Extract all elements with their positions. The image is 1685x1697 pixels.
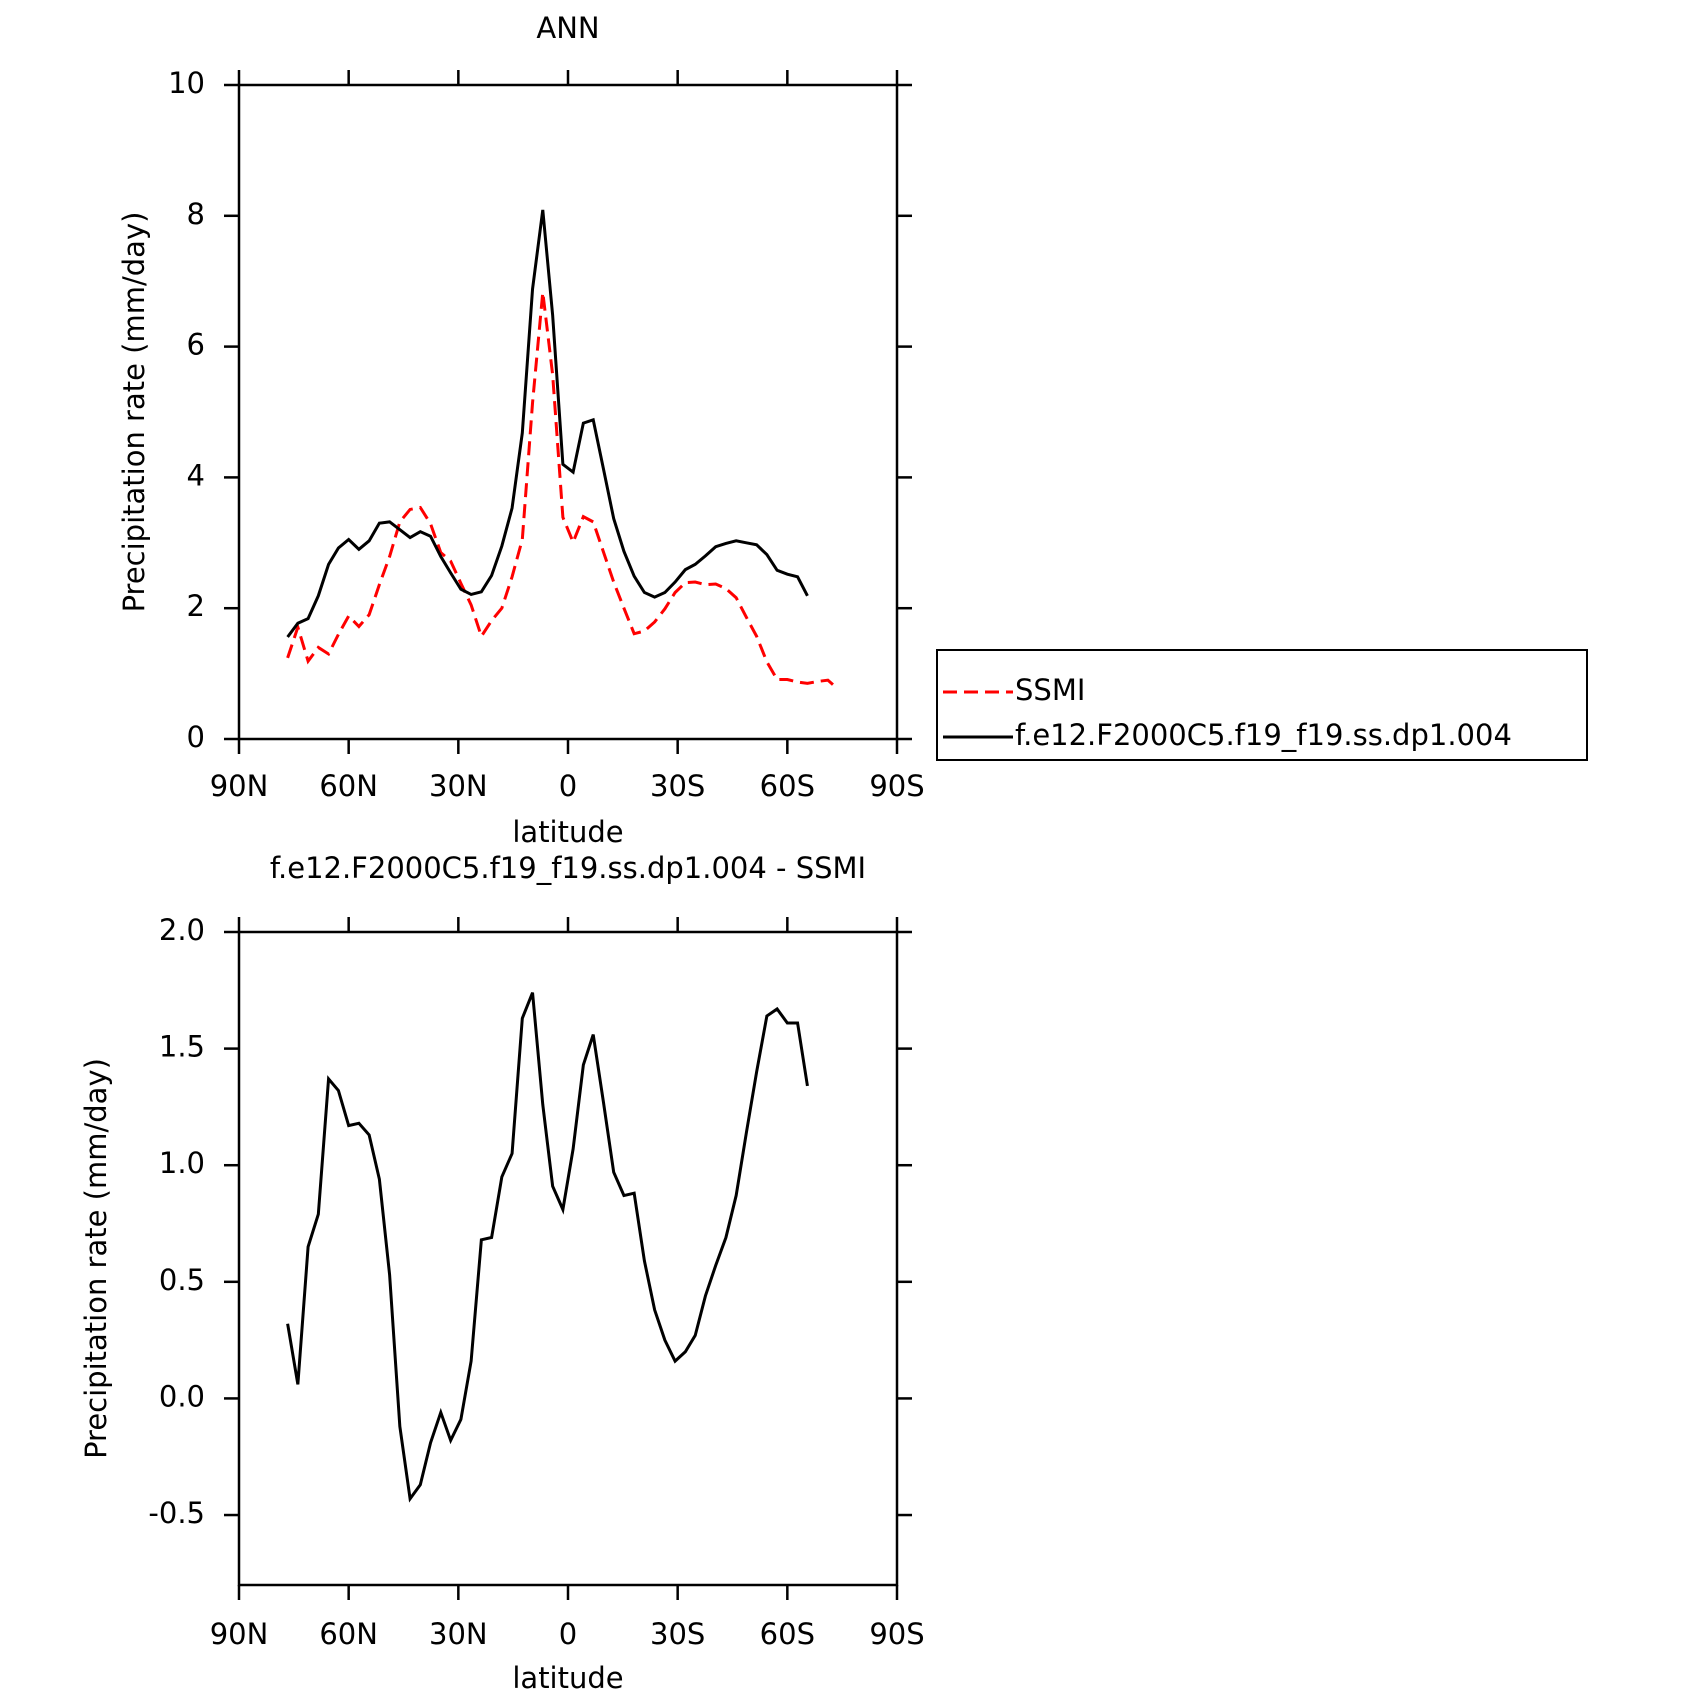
data-line [286,292,840,691]
x-tick-label: 30N [429,769,488,803]
x-axis-label: latitude [512,1661,623,1695]
x-tick-label: 90S [869,1617,924,1651]
y-tick-label: 1.0 [159,1146,205,1180]
chart-title: f.e12.F2000C5.f19_f19.ss.dp1.004 - SSMI [270,851,866,885]
legend-label: SSMI [1015,673,1085,707]
plot-frame [237,83,899,741]
x-tick-label: 60S [760,769,815,803]
y-tick-label: 8 [187,197,205,231]
legend-label: f.e12.F2000C5.f19_f19.ss.dp1.004 [1015,718,1512,752]
x-tick-label: 30S [650,769,705,803]
y-tick-label: 10 [168,66,205,100]
y-tick-label: 1.5 [159,1030,205,1064]
y-tick-label: 2 [187,589,205,623]
y-tick-label: 0.0 [159,1379,205,1413]
y-tick-label: 0.5 [159,1263,205,1297]
y-tick-label: 4 [187,458,205,492]
x-tick-label: 60N [319,769,378,803]
y-axis-label: Precipitation rate (mm/day) [79,1058,113,1459]
legend-box [936,649,1588,761]
x-tick-label: 90N [210,769,269,803]
x-axis-label: latitude [512,815,623,849]
y-tick-label: 0 [187,720,205,754]
x-tick-label: 90S [869,769,924,803]
data-line [286,992,809,1503]
x-tick-label: 30S [650,1617,705,1651]
x-tick-label: 0 [559,1617,577,1651]
x-tick-label: 0 [559,769,577,803]
x-tick-label: 90N [210,1617,269,1651]
x-tick-label: 60S [760,1617,815,1651]
x-tick-label: 30N [429,1617,488,1651]
chart-title: ANN [536,11,599,45]
y-axis-label: Precipitation rate (mm/day) [117,212,151,613]
y-tick-label: -0.5 [148,1496,205,1530]
y-tick-label: 6 [187,328,205,362]
data-line [286,209,809,638]
y-tick-label: 2.0 [159,913,205,947]
x-tick-label: 60N [319,1617,378,1651]
